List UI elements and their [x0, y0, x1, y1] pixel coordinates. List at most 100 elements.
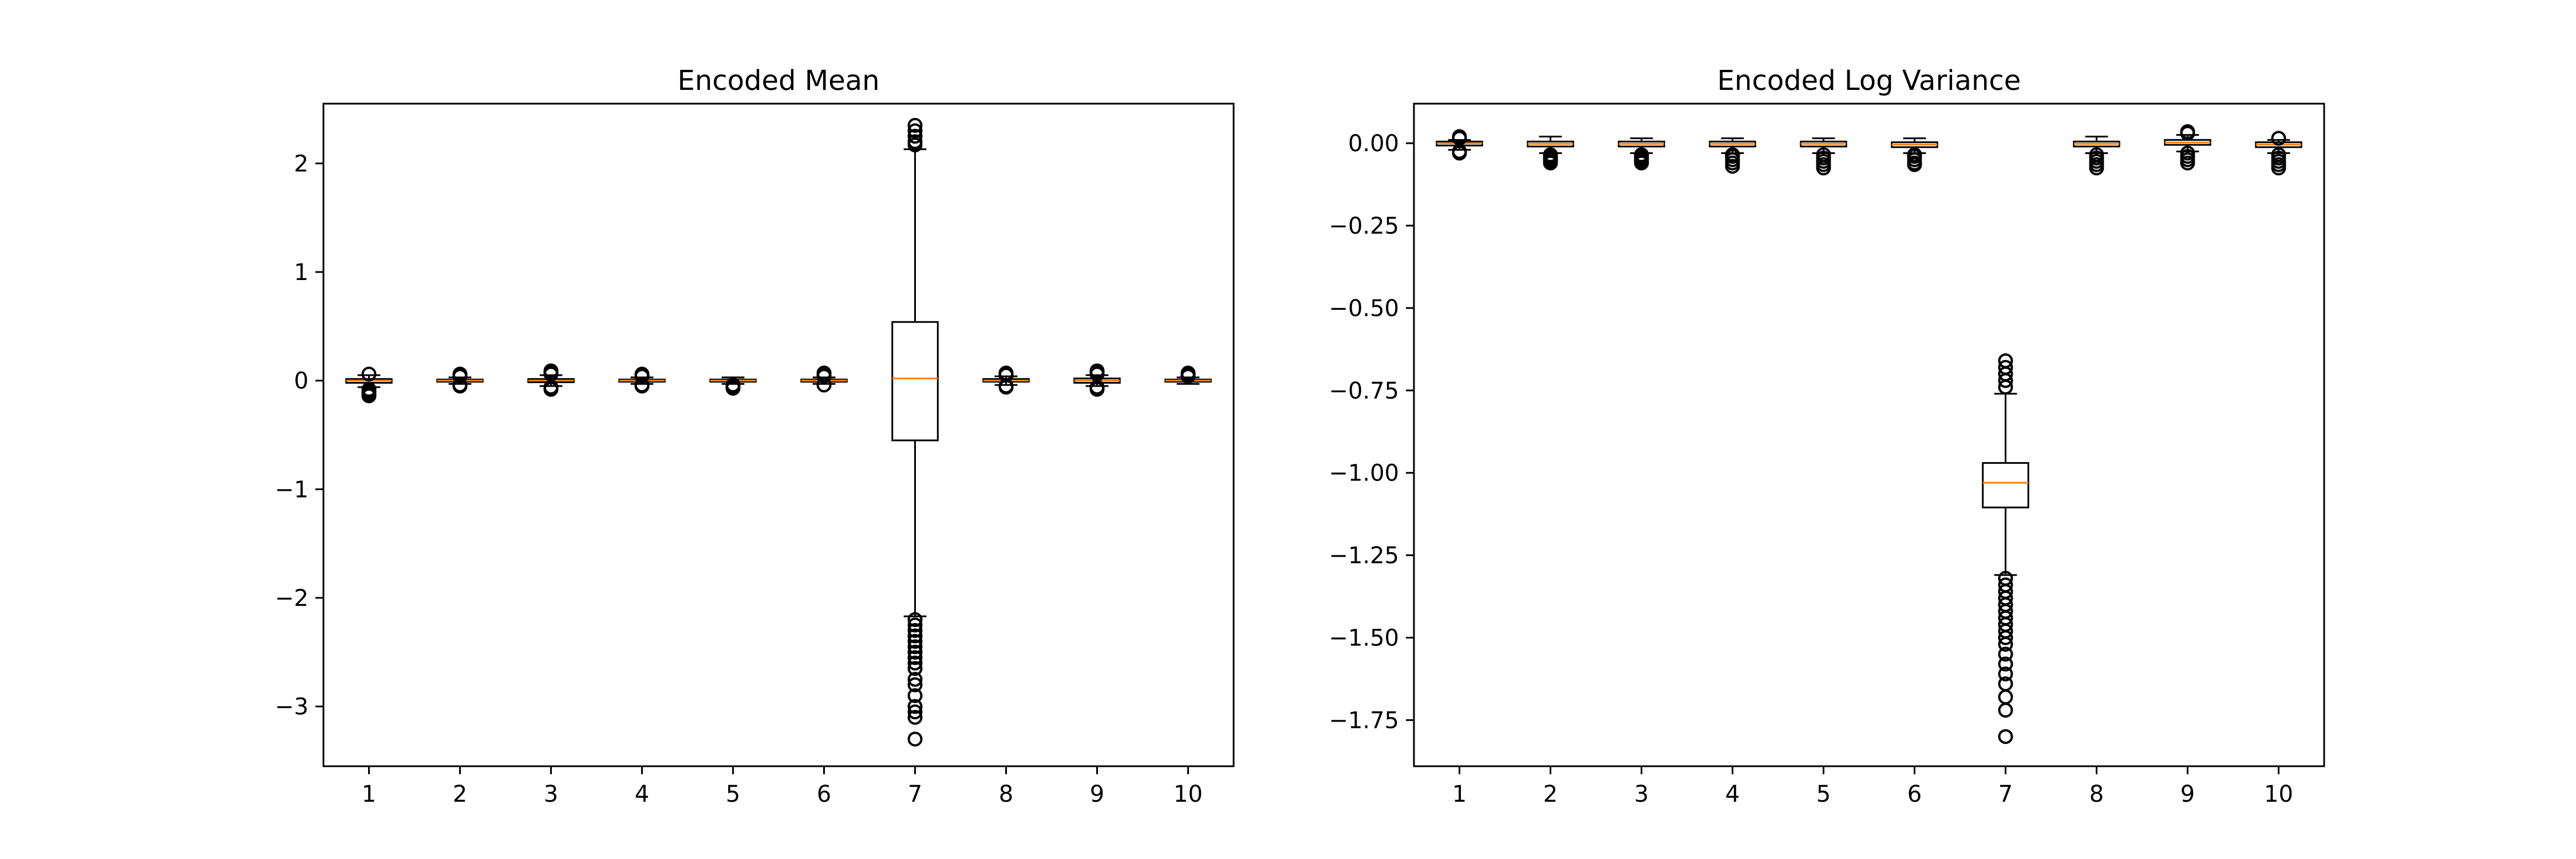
- flier-point: [1452, 145, 1467, 161]
- flier-point: [907, 617, 923, 633]
- axes-frame: [1413, 103, 2325, 767]
- flier-point: [1998, 666, 2013, 681]
- flier-point: [816, 365, 832, 381]
- y-tick-label: −1: [275, 476, 309, 503]
- x-tick-label: 1: [1452, 781, 1467, 807]
- flier-point: [1180, 365, 1196, 381]
- flier-point: [1907, 157, 1922, 172]
- flier-point: [1998, 630, 2013, 645]
- chart-title: Encoded Log Variance: [1717, 65, 2021, 97]
- flier-point: [1816, 160, 1831, 176]
- flier-point: [634, 367, 650, 382]
- x-tick-label: 2: [453, 781, 467, 807]
- flier-point: [361, 367, 377, 382]
- flier-point: [2180, 124, 2195, 139]
- y-tick-label: 0: [294, 368, 309, 395]
- flier-point: [998, 365, 1014, 381]
- box-9: [2164, 124, 2211, 171]
- flier-point: [1543, 155, 1558, 171]
- flier-point: [1998, 656, 2013, 672]
- box-6: [1891, 137, 1938, 172]
- box-2: [1527, 136, 1574, 171]
- axes-frame: [322, 103, 1235, 767]
- flier-point: [907, 644, 923, 660]
- box-8: [982, 365, 1030, 395]
- box-1: [1436, 129, 1483, 161]
- flier-point: [907, 731, 923, 747]
- x-tick-label: 9: [2180, 781, 2195, 807]
- flier-point: [907, 633, 923, 649]
- y-tick-label: −2: [275, 585, 309, 612]
- y-tick-label: 2: [294, 151, 309, 177]
- y-tick-label: −1.50: [1329, 625, 1399, 652]
- flier-point: [907, 704, 923, 720]
- flier-point: [2180, 155, 2195, 171]
- box-iqr: [1982, 462, 2029, 509]
- box-4: [618, 367, 666, 394]
- chart-title: Encoded Mean: [677, 65, 879, 97]
- x-tick-label: 6: [1907, 781, 1922, 807]
- flier-point: [452, 367, 468, 382]
- y-tick-label: −0.50: [1329, 295, 1399, 322]
- flier-point: [907, 123, 923, 139]
- flier-point: [907, 699, 923, 714]
- flier-point: [1998, 647, 2013, 662]
- flier-point: [907, 128, 923, 144]
- flier-point: [907, 688, 923, 703]
- flier-point: [1998, 637, 2013, 652]
- flier-point: [907, 612, 923, 627]
- flier-point: [907, 628, 923, 644]
- flier-point: [1725, 159, 1740, 174]
- flier-point: [2271, 131, 2286, 146]
- box-7: [891, 117, 939, 747]
- x-tick-label: 8: [2089, 781, 2104, 807]
- flier-point: [1998, 729, 2013, 744]
- flier-point: [725, 380, 741, 396]
- box-2: [436, 367, 484, 394]
- flier-point: [907, 672, 923, 687]
- x-tick-label: 9: [1090, 781, 1104, 807]
- box-5: [1800, 137, 1847, 176]
- box-5: [709, 376, 757, 396]
- box-1: [345, 367, 393, 404]
- y-tick-label: 1: [294, 259, 309, 286]
- flier-point: [543, 363, 559, 379]
- flier-point: [1634, 155, 1649, 171]
- flier-point: [907, 639, 923, 655]
- y-tick-label: −0.25: [1329, 213, 1399, 239]
- box-iqr: [891, 321, 939, 442]
- log-variance-boxplot-panel: Encoded Log Variance 1 2 3 4 5 6 7 8 9 10 0.00 −0.25…: [1329, 65, 2325, 807]
- x-tick-label: 10: [1174, 781, 1203, 807]
- y-tick-label: −1.25: [1329, 543, 1399, 569]
- flier-point: [907, 710, 923, 725]
- flier-point: [2089, 160, 2104, 176]
- flier-point: [907, 622, 923, 638]
- x-tick-label: 5: [726, 781, 740, 807]
- y-tick-label: −1.00: [1329, 460, 1399, 487]
- x-tick-label: 10: [2264, 781, 2293, 807]
- x-tick-label: 7: [908, 781, 922, 807]
- x-tick-label: 7: [1998, 781, 2013, 807]
- flier-point: [1089, 363, 1105, 379]
- x-tick-label: 6: [817, 781, 831, 807]
- box-3: [1618, 137, 1665, 171]
- box-3: [527, 363, 575, 397]
- y-tick-label: −3: [275, 694, 309, 720]
- flier-point: [1452, 129, 1467, 144]
- x-tick-label: 5: [1816, 781, 1831, 807]
- flier-point: [907, 117, 923, 133]
- x-tick-label: 1: [362, 781, 376, 807]
- flier-point: [907, 134, 923, 149]
- flier-point: [2271, 160, 2286, 176]
- box-4: [1709, 137, 1756, 174]
- box-6: [800, 365, 848, 393]
- y-tick-label: −1.75: [1329, 707, 1399, 734]
- flier-point: [907, 650, 923, 665]
- flier-point: [1998, 703, 2013, 718]
- box-10: [2255, 131, 2302, 176]
- flier-point: [907, 677, 923, 692]
- flier-point: [1089, 381, 1105, 397]
